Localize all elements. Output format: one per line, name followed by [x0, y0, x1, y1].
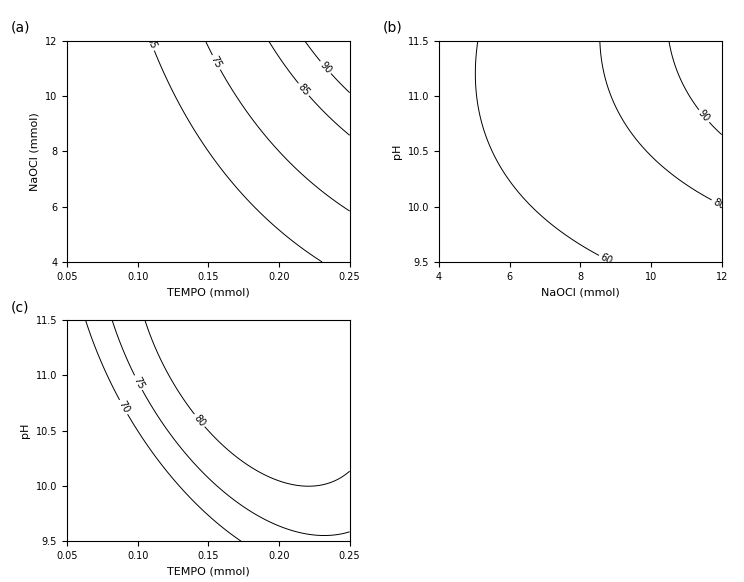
Text: (c): (c): [10, 300, 29, 314]
Text: 70: 70: [116, 399, 131, 415]
X-axis label: TEMPO (mmol): TEMPO (mmol): [167, 566, 250, 577]
Text: 90: 90: [696, 108, 712, 124]
Text: 75: 75: [209, 55, 224, 70]
Y-axis label: NaOCl (mmol): NaOCl (mmol): [29, 112, 39, 191]
X-axis label: TEMPO (mmol): TEMPO (mmol): [167, 287, 250, 297]
Text: 80: 80: [711, 197, 727, 211]
X-axis label: NaOCl (mmol): NaOCl (mmol): [541, 287, 620, 297]
Text: (b): (b): [382, 21, 403, 35]
Text: 75: 75: [131, 375, 146, 391]
Text: 60: 60: [598, 252, 614, 267]
Text: 85: 85: [296, 81, 312, 98]
Text: (a): (a): [10, 21, 30, 35]
Text: 65: 65: [144, 36, 158, 51]
Y-axis label: pH: pH: [392, 144, 403, 159]
Text: 80: 80: [192, 413, 208, 428]
Y-axis label: pH: pH: [20, 423, 31, 438]
Text: 90: 90: [318, 59, 333, 75]
